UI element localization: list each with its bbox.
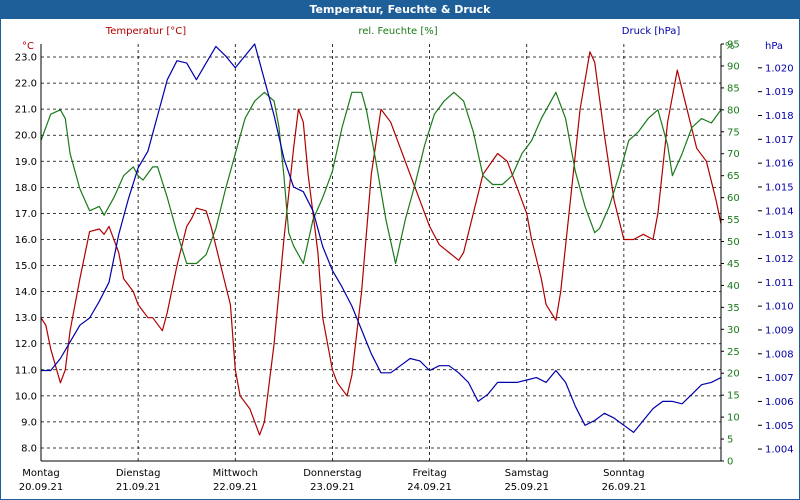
temp-tick-label: 16.0 [15, 235, 37, 246]
day-date-label: 26.09.21 [602, 482, 647, 493]
pressure-tick-label: 1.019 [765, 87, 794, 98]
humidity-tick-label: 35 [727, 303, 740, 314]
day-name-label: Montag [22, 468, 59, 479]
day-name-label: Sonntag [603, 468, 645, 479]
humidity-tick-label: 95 [727, 40, 740, 51]
pressure-tick-label: 1.016 [765, 159, 794, 170]
humidity-tick-label: 10 [727, 413, 740, 424]
humidity-tick-label: 40 [727, 281, 740, 292]
day-name-label: Donnerstag [303, 468, 361, 479]
humidity-tick-label: 70 [727, 149, 740, 160]
temp-tick-label: 13.0 [15, 313, 37, 324]
humidity-tick-label: 90 [727, 61, 740, 72]
pressure-unit-label: hPa [765, 41, 783, 52]
humidity-tick-label: 20 [727, 369, 740, 380]
temp-tick-label: 17.0 [15, 209, 37, 220]
pressure-tick-label: 1.007 [765, 373, 794, 384]
day-name-label: Freitag [412, 468, 446, 479]
humidity-tick-label: 55 [727, 215, 740, 226]
pressure-tick-label: 1.004 [765, 445, 794, 456]
humidity-tick-label: 50 [727, 237, 740, 248]
pressure-axis-title: Druck [hPa] [622, 26, 681, 37]
humidity-tick-label: 85 [727, 83, 740, 94]
pressure-tick-label: 1.008 [765, 349, 794, 360]
temp-tick-label: 8.0 [21, 443, 37, 454]
series-layer [40, 43, 722, 436]
pressure-tick-label: 1.005 [765, 421, 794, 432]
humidity-tick-label: 45 [727, 259, 740, 270]
humidity-tick-label: 75 [727, 127, 740, 138]
day-date-label: 21.09.21 [116, 482, 161, 493]
temperature-axis-title: Temperatur [°C] [105, 26, 186, 37]
window-title: Temperatur, Feuchte & Druck [1, 1, 799, 19]
temp-tick-label: 9.0 [21, 417, 37, 428]
day-date-label: 24.09.21 [407, 482, 452, 493]
pressure-tick-label: 1.010 [765, 302, 794, 313]
temp-tick-label: 18.0 [15, 183, 37, 194]
temp-tick-label: 23.0 [15, 53, 37, 64]
temp-tick-label: 19.0 [15, 157, 37, 168]
pressure-tick-label: 1.014 [765, 206, 794, 217]
temp-tick-label: 14.0 [15, 287, 37, 298]
temp-tick-label: 21.0 [15, 105, 37, 116]
humidity-tick-label: 0 [727, 457, 733, 468]
humidity-tick-label: 15 [727, 391, 740, 402]
pressure-tick-label: 1.015 [765, 182, 794, 193]
pressure-tick-label: 1.020 [765, 63, 794, 74]
humidity-tick-label: 60 [727, 193, 740, 204]
pressure-tick-label: 1.017 [765, 135, 794, 146]
temp-tick-label: 20.0 [15, 131, 37, 142]
temp-tick-label: 10.0 [15, 391, 37, 402]
pressure-series-line [41, 43, 722, 433]
humidity-tick-label: 25 [727, 347, 740, 358]
pressure-tick-label: 1.006 [765, 397, 794, 408]
pressure-tick-label: 1.013 [765, 230, 794, 241]
pressure-tick-label: 1.018 [765, 111, 794, 122]
humidity-series-line [40, 91, 722, 265]
humidity-unit-label: % [725, 41, 735, 52]
temp-tick-label: 12.0 [15, 339, 37, 350]
day-name-label: Samstag [505, 468, 549, 479]
pressure-tick-label: 1.009 [765, 325, 794, 336]
day-name-label: Mittwoch [213, 468, 258, 479]
day-date-label: 25.09.21 [504, 482, 549, 493]
temp-tick-label: 15.0 [15, 261, 37, 272]
humidity-tick-label: 65 [727, 171, 740, 182]
day-name-label: Dienstag [116, 468, 161, 479]
axes-layer: 8.0 9.0 10.0 11.0 12.0 13.0 14.0 15.0 16.0 17.0 18… [15, 26, 794, 493]
day-date-label: 23.09.21 [310, 482, 355, 493]
humidity-tick-label: 30 [727, 325, 740, 336]
pressure-tick-label: 1.011 [765, 278, 794, 289]
weather-chart: 8.0 9.0 10.0 11.0 12.0 13.0 14.0 15.0 16.0 17.0 18… [15, 26, 794, 493]
humidity-tick-label: 5 [727, 435, 733, 446]
temp-tick-label: 11.0 [15, 365, 37, 376]
humidity-tick-label: 80 [727, 105, 740, 116]
temperature-series-line [40, 51, 722, 436]
temp-tick-label: 22.0 [15, 79, 37, 90]
day-date-label: 22.09.21 [213, 482, 258, 493]
humidity-axis-title: rel. Feuchte [%] [358, 26, 437, 37]
temperature-unit-label: °C [22, 41, 34, 52]
grid [41, 44, 721, 461]
day-date-label: 20.09.21 [19, 482, 64, 493]
pressure-tick-label: 1.012 [765, 254, 794, 265]
